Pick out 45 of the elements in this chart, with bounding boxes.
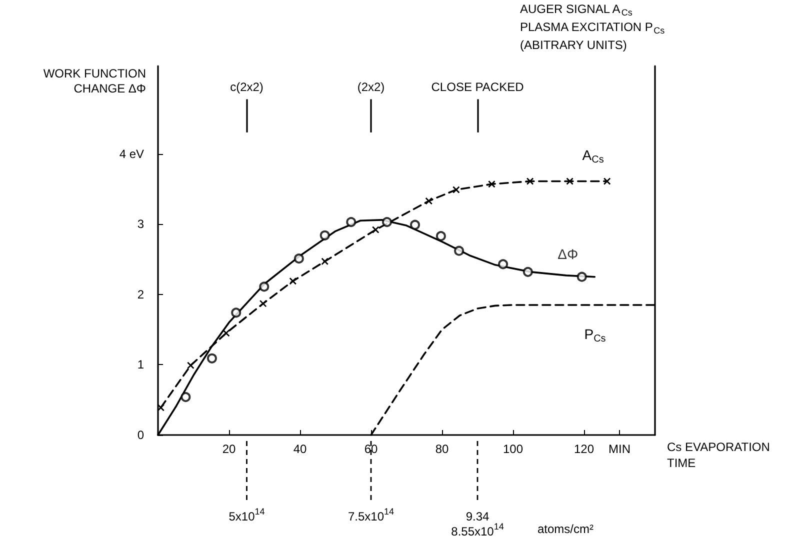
point: [320, 230, 330, 240]
point: [454, 246, 464, 256]
point: [425, 197, 433, 205]
x-tick-label: 20: [222, 442, 236, 456]
point: [206, 353, 217, 364]
x-tick-label: 100: [502, 442, 524, 456]
x-tick-label: 60: [364, 442, 378, 456]
x-tick-label: 40: [293, 442, 307, 456]
point: [180, 392, 191, 402]
y-tick-label: 1: [137, 358, 144, 372]
point: [526, 178, 534, 185]
point: [566, 178, 574, 185]
point: [410, 220, 420, 230]
point: [259, 282, 270, 292]
point: [498, 259, 508, 270]
y-tick-label: 2: [137, 287, 144, 302]
point: [294, 254, 304, 264]
ref-line-label: CLOSE PACKED: [431, 80, 524, 94]
point: [603, 178, 611, 185]
series-label: ΔΦ: [558, 246, 578, 262]
x-tick-label: 80: [435, 442, 449, 456]
point: [259, 300, 267, 308]
x-tick-label: 120: [574, 442, 594, 456]
point: [522, 266, 533, 277]
point: [372, 226, 380, 234]
point: [186, 362, 194, 370]
point: [488, 180, 496, 188]
y-axis-title: WORK FUNCTION CHANGE ΔΦ: [43, 66, 146, 96]
text: atoms/cm²: [538, 522, 594, 536]
point: [321, 258, 329, 266]
point: [452, 186, 460, 194]
point: [346, 217, 356, 228]
point: [576, 272, 587, 282]
y-tick-label: 3: [137, 217, 144, 232]
x-tick-label: MIN: [608, 442, 630, 456]
ref-line-label: (2x2): [357, 80, 385, 94]
y-tick-label: 4 eV: [119, 146, 144, 161]
ref-line-label: c(2x2): [230, 80, 264, 94]
y-tick-label: 0: [137, 428, 144, 442]
point: [382, 217, 392, 228]
point: [231, 308, 242, 318]
point: [157, 404, 165, 412]
point: [289, 277, 297, 285]
point: [436, 231, 446, 242]
x-axis-title: Cs EVAPORATION TIME: [667, 440, 770, 470]
